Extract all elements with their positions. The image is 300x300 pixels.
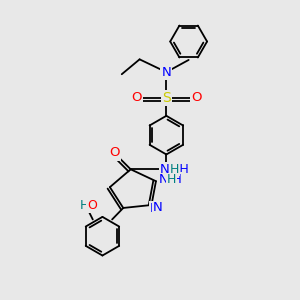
- Text: H: H: [80, 199, 89, 212]
- Text: O: O: [87, 199, 97, 212]
- Text: N: N: [153, 202, 163, 214]
- Text: S: S: [162, 91, 171, 105]
- Text: H: H: [167, 173, 176, 186]
- Text: NH: NH: [164, 173, 182, 186]
- Text: H: H: [170, 163, 179, 176]
- Text: O: O: [191, 92, 201, 104]
- Text: N: N: [150, 202, 160, 215]
- Text: O: O: [131, 92, 142, 104]
- Text: NH: NH: [171, 163, 190, 176]
- Text: N: N: [158, 173, 168, 186]
- Text: N: N: [161, 66, 171, 79]
- Text: N: N: [160, 163, 170, 176]
- Text: O: O: [109, 146, 120, 160]
